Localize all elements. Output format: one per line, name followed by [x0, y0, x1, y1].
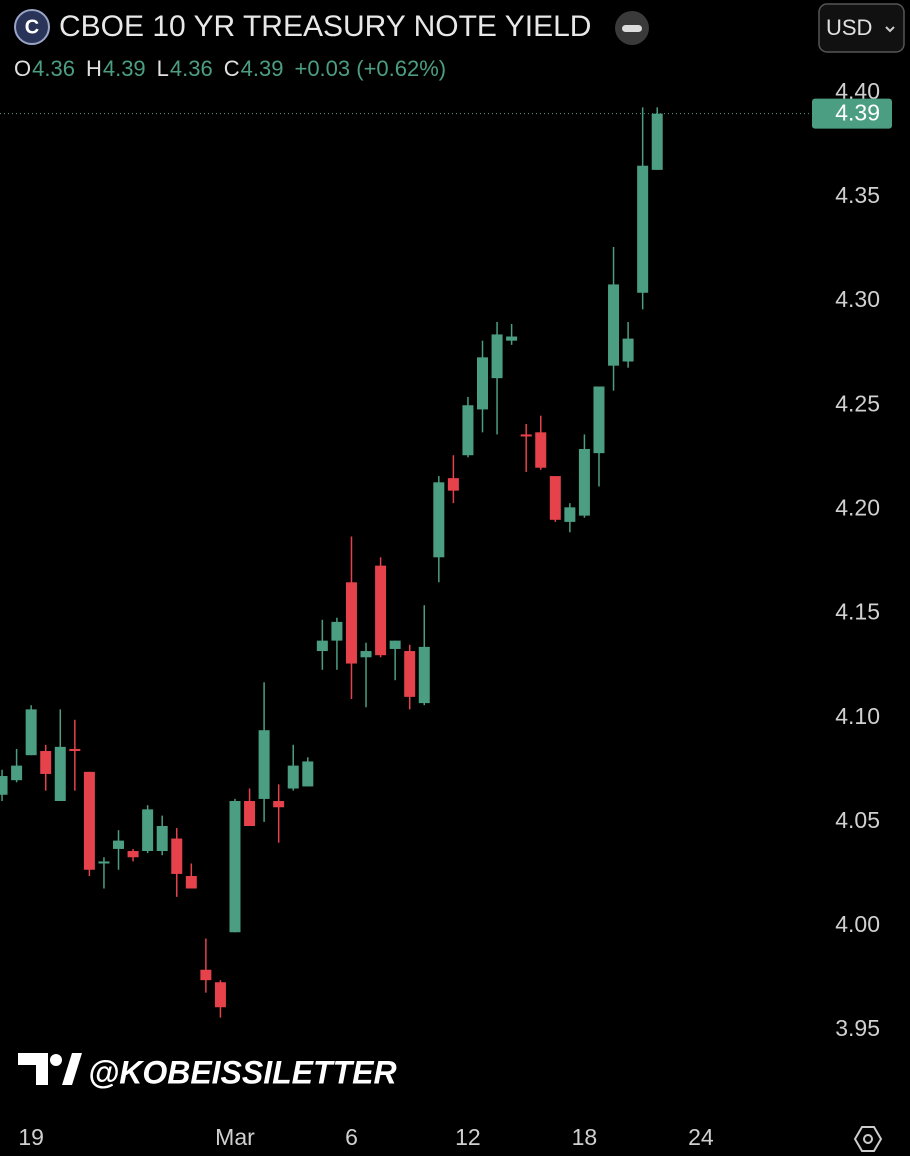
- candle-body: [200, 969, 212, 981]
- candle-body: [40, 751, 52, 774]
- candle-body: [491, 334, 503, 379]
- candle-body: [506, 336, 518, 341]
- ohlc-value: 4.36: [32, 56, 75, 81]
- x-tick-label: 18: [572, 1124, 598, 1150]
- candle-body: [404, 651, 416, 697]
- ohlc-value: 4.39: [241, 56, 284, 81]
- candle-body: [302, 761, 314, 787]
- settings-icon[interactable]: [853, 1126, 883, 1152]
- candle-body: [98, 861, 110, 864]
- currency-button[interactable]: [818, 3, 905, 53]
- y-tick-label: 3.95: [835, 1015, 880, 1041]
- last-price-box: [812, 98, 892, 129]
- candle-body: [229, 801, 241, 933]
- candle-body: [375, 565, 387, 656]
- candle-body: [83, 771, 95, 870]
- x-tick-label: Mar: [215, 1124, 255, 1150]
- symbol-icon: [14, 9, 50, 45]
- candle-body: [25, 709, 37, 756]
- y-tick-label: 4.10: [835, 703, 880, 729]
- candle-body: [69, 748, 81, 752]
- watermark: @KOBEISSILETTER: [88, 1054, 397, 1090]
- x-tick-label: 24: [688, 1124, 714, 1150]
- change-label: +0.03 (+0.62%): [294, 56, 446, 81]
- last-price-label: 4.39: [835, 100, 880, 126]
- header-background: [0, 0, 810, 88]
- candle-body: [273, 801, 285, 808]
- candle-body: [389, 640, 401, 649]
- candle-body: [520, 434, 532, 437]
- chart-title: CBOE 10 YR TREASURY NOTE YIELD: [59, 10, 591, 43]
- candle-body: [185, 876, 197, 889]
- y-tick-label: 4.15: [835, 599, 880, 625]
- x-tick-label: 6: [345, 1124, 358, 1150]
- candle-body: [287, 765, 299, 789]
- candle-body: [593, 386, 605, 454]
- axes: 3.954.004.054.104.154.204.254.304.354.40…: [18, 78, 892, 1150]
- ohlc-key: O: [14, 56, 31, 81]
- ohlc-legend: O 4.36 H 4.39 L 4.36 C 4.39 +0.03 (+0.62%): [14, 56, 446, 81]
- candle-body: [142, 809, 154, 852]
- plot-area: [0, 107, 812, 1018]
- candle-body: [258, 730, 270, 799]
- ohlc-key: C: [224, 56, 240, 81]
- candle-body: [578, 448, 590, 516]
- ohlc-key: L: [157, 56, 169, 81]
- y-tick-label: 4.25: [835, 390, 880, 416]
- x-tick-label: 19: [18, 1124, 44, 1150]
- candle-body: [622, 338, 634, 362]
- candle-body: [549, 476, 561, 520]
- candle-body: [11, 765, 23, 781]
- y-tick-label: 4.30: [835, 286, 880, 312]
- candle-body: [316, 640, 328, 652]
- candle-body: [0, 776, 8, 795]
- candle-body: [462, 405, 474, 456]
- candle-body: [214, 982, 226, 1008]
- currency-label: USD: [826, 15, 872, 40]
- y-tick-label: 4.35: [835, 182, 880, 208]
- tradingview-logo: [18, 1053, 82, 1085]
- ohlc-value: 4.36: [170, 56, 213, 81]
- candle-body: [127, 851, 139, 858]
- candle-body: [331, 621, 343, 641]
- ohlc-value: 4.39: [103, 56, 146, 81]
- candle-body: [244, 801, 256, 827]
- candle-body: [477, 357, 489, 410]
- x-tick-label: 12: [455, 1124, 481, 1150]
- candle-body: [54, 746, 66, 802]
- symbol-icon-letter: C: [25, 16, 39, 38]
- candle-body: [564, 507, 576, 522]
- candle-body: [171, 838, 183, 874]
- candle-body: [360, 651, 372, 658]
- currency-chevron: [885, 26, 895, 33]
- candle-body: [637, 165, 649, 293]
- candle-body: [113, 840, 125, 849]
- candle-body: [535, 432, 547, 468]
- candle-body: [418, 646, 430, 704]
- candle-body: [433, 482, 445, 558]
- candle-body: [156, 826, 168, 852]
- candle-body: [651, 113, 663, 170]
- candle-body: [345, 582, 357, 664]
- candle-body: [447, 478, 459, 491]
- y-tick-label: 4.00: [835, 911, 880, 937]
- candle-body: [608, 284, 620, 366]
- ohlc-key: H: [86, 56, 102, 81]
- y-tick-label: 4.20: [835, 494, 880, 520]
- collapse-icon: [622, 25, 642, 32]
- y-tick-label: 4.05: [835, 807, 880, 833]
